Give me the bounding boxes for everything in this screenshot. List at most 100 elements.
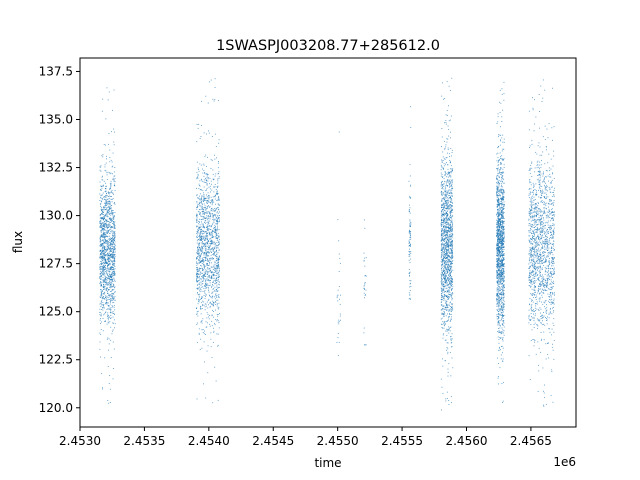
data-point — [110, 218, 111, 220]
data-point — [449, 282, 451, 284]
data-point — [108, 322, 110, 324]
data-point — [210, 229, 212, 230]
data-point — [498, 339, 500, 341]
data-point — [446, 237, 448, 239]
data-point — [444, 264, 446, 266]
data-point — [102, 246, 104, 248]
data-point — [112, 223, 113, 224]
data-point — [100, 225, 102, 227]
data-point — [103, 256, 105, 258]
data-point — [443, 217, 444, 219]
data-point — [198, 298, 200, 300]
data-point — [450, 185, 452, 187]
data-point — [441, 222, 442, 223]
data-point — [215, 223, 217, 225]
data-point — [114, 252, 116, 254]
data-point — [208, 202, 210, 203]
data-point — [101, 262, 103, 264]
data-point — [212, 277, 214, 279]
data-point — [111, 250, 113, 252]
data-point — [216, 264, 217, 266]
data-point — [103, 264, 105, 266]
data-point — [111, 196, 112, 197]
data-point — [444, 243, 445, 245]
data-point — [448, 240, 449, 242]
data-point — [208, 223, 210, 224]
data-point — [503, 322, 505, 324]
data-point — [103, 236, 105, 238]
data-point — [498, 146, 499, 147]
data-point — [198, 300, 199, 302]
data-point — [452, 293, 454, 294]
data-point — [108, 269, 110, 271]
data-point — [203, 267, 205, 269]
data-point — [102, 256, 103, 258]
data-point — [501, 216, 503, 218]
data-point — [449, 352, 451, 353]
data-point — [111, 227, 112, 228]
data-point — [444, 324, 445, 326]
data-point — [113, 301, 115, 303]
data-point — [216, 265, 218, 267]
data-point — [114, 225, 115, 227]
data-point — [497, 310, 498, 311]
data-point — [496, 190, 498, 192]
data-point — [199, 163, 201, 165]
data-point — [498, 220, 499, 222]
data-point — [100, 256, 102, 258]
data-point — [206, 189, 207, 191]
data-point — [106, 210, 108, 212]
data-point — [104, 279, 106, 281]
data-point — [106, 211, 108, 213]
data-point — [206, 133, 207, 135]
data-point — [102, 244, 104, 246]
data-point — [441, 295, 442, 297]
data-point — [109, 203, 111, 205]
data-point — [446, 329, 448, 331]
data-point — [205, 321, 207, 323]
data-point — [112, 281, 114, 282]
data-point — [498, 199, 500, 201]
data-point — [112, 302, 114, 304]
data-point — [215, 242, 216, 244]
data-point — [204, 280, 206, 282]
data-point — [451, 227, 453, 229]
data-point — [107, 235, 109, 237]
data-point — [451, 192, 453, 194]
data-point — [104, 285, 106, 287]
data-point — [217, 291, 219, 292]
data-point — [106, 314, 108, 316]
data-point — [217, 245, 219, 246]
data-point — [196, 307, 197, 309]
data-point — [445, 295, 447, 297]
data-point — [199, 349, 201, 350]
data-point — [446, 240, 448, 242]
data-point — [99, 296, 101, 298]
data-point — [203, 213, 205, 215]
data-point — [106, 203, 108, 204]
data-point — [208, 275, 210, 277]
data-point — [114, 258, 115, 260]
data-point — [450, 288, 452, 290]
data-point — [100, 278, 102, 280]
data-point — [497, 254, 499, 256]
data-point — [502, 307, 504, 308]
data-point — [197, 256, 199, 257]
data-point — [497, 295, 499, 297]
data-point — [446, 206, 448, 208]
data-point — [111, 248, 113, 250]
data-point — [109, 208, 110, 210]
data-point — [203, 254, 205, 256]
data-point — [450, 175, 452, 177]
data-point — [409, 207, 411, 209]
data-point — [444, 234, 445, 236]
data-point — [204, 274, 205, 276]
data-point — [499, 327, 501, 329]
data-point — [103, 207, 105, 209]
data-point — [102, 154, 104, 156]
data-point — [202, 286, 204, 288]
data-point — [446, 219, 447, 221]
data-point — [502, 134, 504, 136]
data-point — [102, 282, 104, 284]
data-point — [113, 221, 114, 223]
